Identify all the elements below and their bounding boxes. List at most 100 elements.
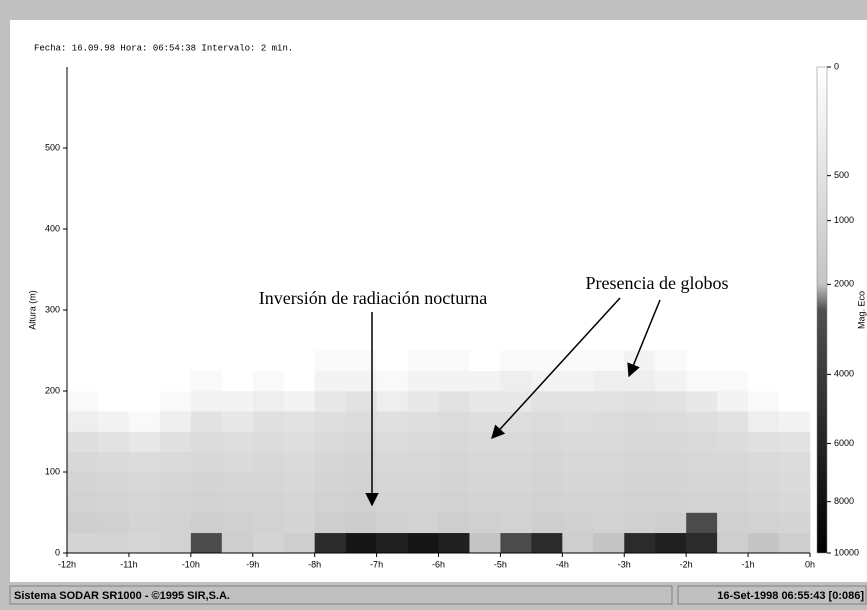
heat-cell [160, 432, 191, 453]
heat-cell [531, 452, 562, 473]
heat-cell [779, 432, 810, 453]
heat-cell [593, 533, 624, 554]
heat-cell [253, 432, 284, 453]
y-tick-label: 200 [45, 385, 60, 395]
heat-cell [439, 533, 470, 554]
x-tick-label: 0h [805, 559, 815, 569]
heat-cell [284, 432, 315, 453]
heat-cell [315, 391, 346, 412]
heat-cell [717, 371, 748, 392]
heat-cell [98, 411, 129, 432]
heat-cell [67, 513, 98, 534]
heat-cell [655, 411, 686, 432]
heat-cell [160, 411, 191, 432]
heat-cell [408, 432, 439, 453]
x-tick-label: -2h [680, 559, 693, 569]
heat-cell [377, 492, 408, 513]
heat-cell [191, 492, 222, 513]
heat-cell [191, 411, 222, 432]
y-tick-label: 500 [45, 142, 60, 152]
heat-cell [655, 371, 686, 392]
heat-cell [593, 452, 624, 473]
heat-cell [253, 513, 284, 534]
heat-cell [469, 472, 500, 493]
heat-cell [562, 411, 593, 432]
heat-cell [98, 351, 129, 372]
x-tick-label: -11h [120, 559, 137, 569]
heat-cell [253, 452, 284, 473]
heat-cell [98, 452, 129, 473]
heat-cell [222, 411, 253, 432]
heat-cell [222, 472, 253, 493]
colorbar-tick-label: 0 [834, 61, 839, 71]
heat-cell [779, 411, 810, 432]
heat-cell [686, 533, 717, 554]
x-tick-label: -1h [742, 559, 755, 569]
heat-cell [284, 492, 315, 513]
heat-cell [253, 472, 284, 493]
heat-cell [531, 371, 562, 392]
heat-cell [377, 411, 408, 432]
heat-cell [593, 371, 624, 392]
heat-cell [748, 371, 779, 392]
heat-cell [531, 391, 562, 412]
heat-cell [686, 411, 717, 432]
heat-cell [593, 351, 624, 372]
x-tick-label: -8h [308, 559, 321, 569]
heat-cell [624, 492, 655, 513]
heat-cell [655, 472, 686, 493]
heat-cell [500, 411, 531, 432]
heat-cell [98, 371, 129, 392]
heat-cell [315, 452, 346, 473]
y-axis-label: Altura (m) [27, 290, 37, 330]
heat-cell [748, 533, 779, 554]
heat-cell [624, 432, 655, 453]
heat-cell [500, 513, 531, 534]
heat-cell [593, 391, 624, 412]
heat-cell [98, 391, 129, 412]
heat-cell [500, 452, 531, 473]
heat-cell [191, 472, 222, 493]
heat-cell [469, 452, 500, 473]
heat-cell [779, 472, 810, 493]
heat-cell [253, 351, 284, 372]
heat-cell [284, 411, 315, 432]
heat-cell [531, 533, 562, 554]
colorbar-tick-label: 500 [834, 170, 849, 180]
heat-cell [717, 472, 748, 493]
heat-cell [191, 391, 222, 412]
heat-cell [67, 533, 98, 554]
heat-cell [439, 351, 470, 372]
heat-cell [439, 492, 470, 513]
heat-cell [129, 432, 160, 453]
heat-cell [717, 351, 748, 372]
heat-cell [315, 492, 346, 513]
heat-cell [469, 371, 500, 392]
heat-cell [624, 411, 655, 432]
heat-cell [439, 411, 470, 432]
heat-cell [222, 452, 253, 473]
status-right: 16-Set-1998 06:55:43 [0:086] [717, 590, 864, 602]
heat-cell [717, 513, 748, 534]
annotation: Presencia de globos [586, 273, 729, 293]
heat-cell [779, 351, 810, 372]
heat-cell [655, 391, 686, 412]
heat-cell [129, 492, 160, 513]
heat-cell [315, 432, 346, 453]
heat-cell [717, 391, 748, 412]
heat-cell [98, 533, 129, 554]
heat-cell [562, 432, 593, 453]
status-left: Sistema SODAR SR1000 - ©1995 SIR,S.A. [14, 590, 230, 602]
heat-cell [222, 432, 253, 453]
heat-cell [315, 472, 346, 493]
heat-cell [67, 351, 98, 372]
heat-cell [779, 492, 810, 513]
y-tick-label: 0 [55, 547, 60, 557]
x-tick-label: -7h [370, 559, 383, 569]
heat-cell [67, 492, 98, 513]
heat-cell [408, 411, 439, 432]
heat-cell [593, 432, 624, 453]
colorbar-tick-label: 10000 [834, 547, 859, 557]
heat-cell [686, 513, 717, 534]
heat-cell [408, 371, 439, 392]
